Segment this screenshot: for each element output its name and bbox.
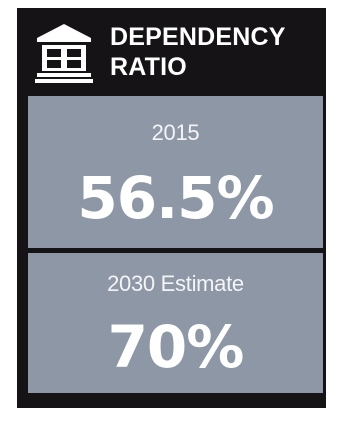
card-header: DEPENDENCY RATIO	[17, 8, 326, 98]
dependency-ratio-card: DEPENDENCY RATIO 2015 56.5% 2030 Estimat…	[17, 8, 326, 408]
bank-building-icon	[35, 24, 93, 83]
stat-value-2015: 56.5%	[77, 164, 274, 232]
stat-value-2030-estimate: 70%	[107, 313, 245, 381]
stat-label-2030-estimate: 2030 Estimate	[107, 271, 244, 296]
stat-panel-2030-estimate: 2030 Estimate 70%	[28, 253, 323, 393]
stat-label-2015: 2015	[151, 120, 200, 145]
stat-panel-2015: 2015 56.5%	[28, 96, 323, 248]
card-title: DEPENDENCY RATIO	[110, 23, 286, 81]
